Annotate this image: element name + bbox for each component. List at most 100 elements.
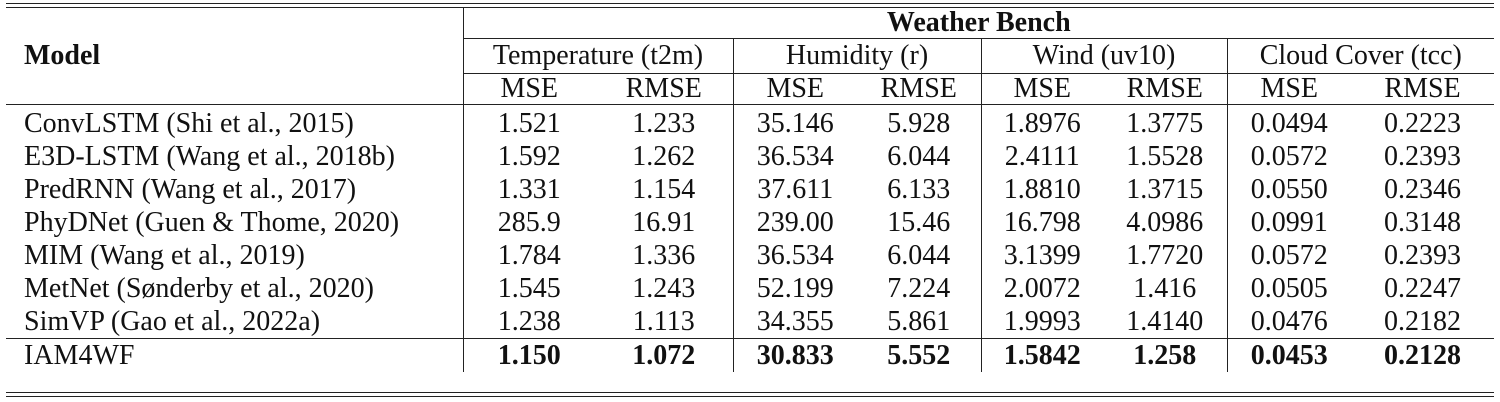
metric-value-cell: 1.331 (497, 173, 561, 205)
metric-value-cell: 1.072 (595, 338, 734, 372)
metric-value-cell: 3.1399 (1003, 239, 1081, 271)
metric-value-cell: 1.3775 (1103, 104, 1228, 140)
metric-value-cell: 0.2393 (1384, 140, 1462, 172)
metric-value-cell: 16.798 (1003, 206, 1081, 238)
metric-value-cell: 1.3715 (1103, 173, 1228, 206)
metric-value-cell: 1.5528 (1103, 140, 1228, 173)
top-rule-outer (6, 3, 1494, 4)
group-header-row: Temperature (t2m) Humidity (r) Wind (uv1… (6, 38, 1495, 74)
metric-header-rmse: RMSE (1103, 73, 1228, 105)
metric-value-cell: 1.545 (497, 272, 561, 304)
group-header-cloud-cover: Cloud Cover (tcc) (1227, 38, 1495, 74)
metric-value-cell: 37.611 (757, 173, 834, 205)
table-row: PredRNN (Wang et al., 2017) 1.331 1.154 37.… (6, 173, 1494, 206)
metric-value-cell: 4.0986 (1103, 206, 1228, 239)
metric-value-cell: 0.0550 (1250, 173, 1328, 205)
metric-value-cell: 5.552 (857, 338, 982, 372)
results-table: Model Weather Bench Temperature (t2m) Hu… (6, 7, 1495, 372)
metric-value-cell: 1.784 (497, 239, 561, 271)
metric-value-cell: 0.2182 (1384, 305, 1462, 337)
metric-value-cell: 1.238 (497, 305, 561, 337)
metric-value-cell: 1.233 (595, 104, 734, 140)
metric-value-cell: 6.044 (857, 239, 982, 272)
metric-value-cell: 1.258 (1103, 338, 1228, 372)
metric-value-cell: 0.2393 (1384, 239, 1462, 271)
metric-header-row: MSE RMSE MSE RMSE MSE RMSE MSE RMSE (6, 73, 1495, 105)
metric-header-mse: MSE (463, 73, 595, 105)
metric-value-cell: 0.0494 (1227, 104, 1351, 140)
metric-value-cell: 0.0505 (1250, 272, 1328, 304)
model-name-cell: SimVP (Gao et al., 2022a) (6, 305, 464, 339)
metric-value-cell: 1.7720 (1103, 239, 1228, 272)
table-row: E3D-LSTM (Wang et al., 2018b) 1.592 1.262 3… (6, 140, 1494, 173)
bench-header-row: Model Weather Bench (6, 7, 1494, 105)
table-body: ConvLSTM (Shi et al., 2015) 1.521 1.233 35.… (6, 104, 1495, 372)
table-row: ConvLSTM (Shi et al., 2015) 1.521 1.233 35.… (6, 104, 1495, 140)
group-header-humidity: Humidity (r) (733, 38, 982, 74)
bench-title: Weather Bench (886, 7, 1071, 38)
model-column-header: Model (6, 8, 464, 105)
table-row: SimVP (Gao et al., 2022a) 1.238 1.113 34.35… (6, 305, 1494, 339)
metric-value-cell: 35.146 (733, 104, 857, 140)
metric-value-cell: 1.592 (497, 140, 561, 172)
metric-value-cell: 0.0991 (1250, 206, 1328, 238)
model-name-cell: PredRNN (Wang et al., 2017) (6, 173, 464, 206)
model-name-cell: IAM4WF (6, 338, 464, 372)
metric-value-cell: 1.416 (1103, 272, 1228, 305)
model-name-cell: E3D-LSTM (Wang et al., 2018b) (6, 140, 464, 173)
metric-value-cell: 1.243 (595, 272, 734, 305)
metric-value-cell: 1.5842 (981, 338, 1103, 372)
metric-value-cell: 0.3148 (1384, 206, 1462, 238)
metric-value-cell: 1.9993 (1003, 305, 1081, 337)
metric-value-cell: 0.0476 (1250, 305, 1328, 337)
metric-value-cell: 0.0572 (1250, 239, 1328, 271)
table-row: MIM (Wang et al., 2019) 1.784 1.336 36.534 6… (6, 239, 1494, 272)
group-header-temperature: Temperature (t2m) (463, 38, 734, 74)
metric-value-cell: 6.044 (857, 140, 982, 173)
model-name-cell: ConvLSTM (Shi et al., 2015) (6, 104, 464, 140)
metric-value-cell: 285.9 (497, 206, 561, 238)
metric-value-cell: 2.0072 (1003, 272, 1081, 304)
table-row: PhyDNet (Guen & Thome, 2020) 285.9 16.91 23… (6, 206, 1494, 239)
bottom-rule-inner (6, 392, 1494, 393)
table-row: IAM4WF 1.150 1.072 30.833 5.552 1.5842 1.258 0.… (6, 338, 1495, 372)
group-header-wind: Wind (uv10) (981, 38, 1228, 74)
metric-value-cell: 6.133 (857, 173, 982, 206)
metric-value-cell: 15.46 (857, 206, 982, 239)
metric-value-cell: 2.4111 (1004, 140, 1080, 172)
metric-value-cell: 52.199 (756, 272, 834, 304)
metric-value-cell: 7.224 (857, 272, 982, 305)
metric-header-mse: MSE (1227, 73, 1351, 105)
model-name-cell: PhyDNet (Guen & Thome, 2020) (6, 206, 464, 239)
top-rule-inner (6, 7, 1494, 8)
metric-value-cell: 30.833 (733, 338, 857, 372)
metric-value-cell: 239.00 (756, 206, 834, 238)
metric-value-cell: 0.2223 (1351, 104, 1495, 140)
metric-value-cell: 1.262 (595, 140, 734, 173)
metric-value-cell: 34.355 (756, 305, 834, 337)
metric-value-cell: 16.91 (595, 206, 734, 239)
metric-value-cell: 0.0572 (1250, 140, 1328, 172)
metric-value-cell: 36.534 (756, 140, 834, 172)
metric-value-cell: 0.2346 (1384, 173, 1462, 205)
metric-header-mse: MSE (981, 73, 1103, 105)
metric-value-cell: 1.150 (463, 338, 595, 372)
table-row: MetNet (Sønderby et al., 2020) 1.545 1.243… (6, 272, 1494, 305)
model-name-cell: MetNet (Sønderby et al., 2020) (6, 272, 464, 305)
metric-value-cell: 5.861 (857, 305, 982, 339)
metric-header-rmse: RMSE (857, 73, 982, 105)
bottom-rule-outer (6, 396, 1494, 397)
metric-value-cell: 1.154 (595, 173, 734, 206)
metric-header-rmse: RMSE (1351, 73, 1495, 105)
model-name-cell: MIM (Wang et al., 2019) (6, 239, 464, 272)
metric-value-cell: 1.336 (595, 239, 734, 272)
metric-value-cell: 5.928 (857, 104, 982, 140)
metric-value-cell: 1.113 (595, 305, 734, 339)
metric-header-mse: MSE (733, 73, 857, 105)
metric-header-rmse: RMSE (595, 73, 734, 105)
metric-value-cell: 0.2128 (1351, 338, 1495, 372)
metric-value-cell: 0.2247 (1384, 272, 1462, 304)
metric-value-cell: 1.8810 (1003, 173, 1081, 205)
metric-value-cell: 36.534 (756, 239, 834, 271)
metric-value-cell: 1.521 (463, 104, 595, 140)
